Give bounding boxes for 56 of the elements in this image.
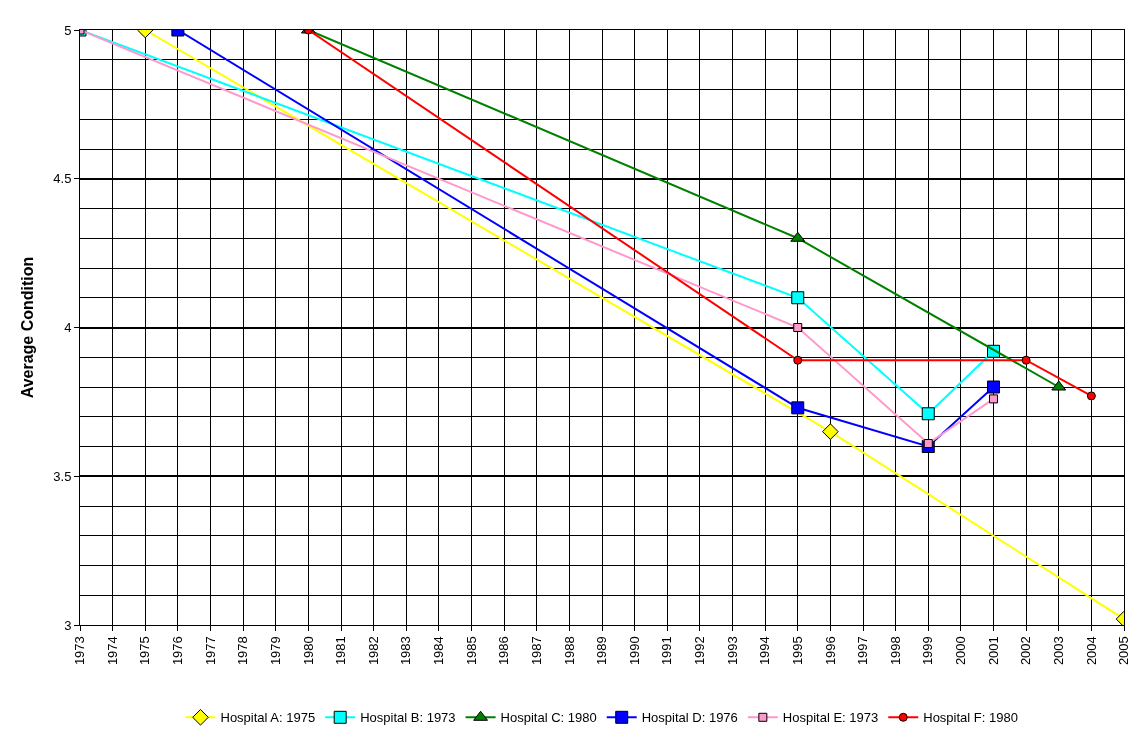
legend-label: Hospital D: 1976	[641, 710, 738, 726]
x-tick-label: 1984	[431, 636, 447, 666]
x-tick-label: 1980	[300, 636, 316, 666]
legend-label: Hospital E: 1973	[782, 710, 879, 726]
x-tick-label: 1994	[757, 636, 773, 666]
point	[791, 401, 805, 415]
x-tick-label: 1975	[137, 636, 153, 666]
x-tick-label: 2000	[953, 636, 969, 666]
y-tick-label: 4	[64, 320, 72, 336]
x-tick-label: 1979	[267, 636, 283, 666]
x-tick-label: 1995	[789, 636, 805, 666]
point	[989, 394, 998, 404]
point	[923, 439, 933, 449]
x-tick-label: 1976	[170, 636, 186, 666]
x-tick-label: 1978	[235, 636, 251, 666]
y-axis-title: Average Condition	[19, 256, 37, 399]
x-tick-label: 1998	[887, 636, 903, 666]
x-tick-label: 1992	[692, 636, 708, 666]
x-tick-label: 1986	[496, 636, 512, 666]
x-tick-label: 2003	[1050, 636, 1066, 666]
point	[987, 380, 1000, 394]
point	[921, 407, 935, 421]
x-tick-label: 1982	[365, 636, 381, 666]
x-tick-label: 1981	[333, 636, 349, 666]
x-tick-label: 1999	[920, 636, 936, 666]
point	[793, 355, 803, 365]
x-tick-label: 2001	[985, 636, 1001, 666]
legend-label: Hospital A: 1975	[220, 710, 316, 726]
x-tick-label: 1989	[594, 636, 610, 666]
x-tick-label: 1973	[72, 636, 88, 666]
x-tick-label: 2002	[1018, 636, 1034, 666]
x-tick-label: 1985	[463, 636, 479, 666]
x-tick-label: 2004	[1083, 636, 1099, 666]
y-tick-label: 3	[64, 617, 72, 633]
point	[1021, 355, 1031, 365]
x-tick-label: 1990	[626, 636, 642, 666]
legend-label: Hospital C: 1980	[500, 710, 597, 726]
point	[791, 291, 805, 305]
x-tick-label: 1988	[561, 636, 577, 666]
x-tick-label: 1974	[104, 636, 120, 666]
x-tick-label: 1997	[855, 636, 871, 666]
point	[822, 423, 839, 440]
x-tick-label: 1991	[659, 636, 675, 666]
point	[793, 323, 803, 332]
x-tick-label: 1977	[202, 636, 218, 666]
x-tick-label: 1996	[822, 636, 838, 666]
x-tick-label: 1993	[724, 636, 740, 666]
y-tick-label: 5	[64, 22, 72, 38]
x-tick-label: 2005	[1116, 636, 1132, 666]
legend-label: Hospital F: 1980	[923, 710, 1018, 726]
x-tick-label: 1983	[398, 636, 414, 666]
legend-label: Hospital B: 1973	[360, 710, 456, 726]
point	[1086, 391, 1096, 401]
y-tick-label: 3.5	[53, 468, 72, 484]
x-tick-label: 1987	[528, 636, 544, 666]
y-tick-label: 4.5	[53, 171, 72, 187]
